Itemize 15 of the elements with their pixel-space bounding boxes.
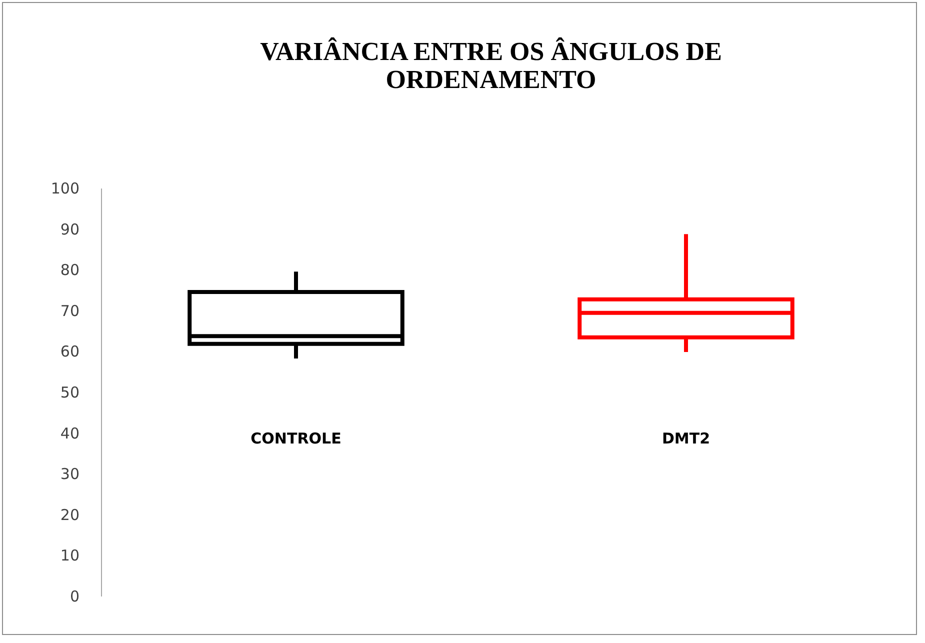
text: ORDENAMENTO <box>386 65 596 94</box>
y-tick-label: 0 <box>70 588 80 606</box>
y-tick-label: 40 <box>60 424 80 442</box>
y-tick-label: 80 <box>60 261 80 280</box>
text: VARIÂNCIA ENTRE OS ÂNGULOS DE <box>260 37 722 66</box>
y-tick-label: 20 <box>60 506 80 524</box>
y-tick-label: 100 <box>50 180 80 198</box>
y-tick-label: 10 <box>60 546 80 565</box>
y-tick-label: 70 <box>60 302 80 320</box>
y-tick-label: 90 <box>60 220 80 238</box>
x-tick-label: CONTROLE <box>250 430 342 448</box>
y-tick-label: 60 <box>60 342 80 361</box>
y-tick-label: 30 <box>60 465 80 484</box>
x-tick-label: DMT2 <box>662 430 710 448</box>
y-tick-label: 50 <box>60 384 80 402</box>
